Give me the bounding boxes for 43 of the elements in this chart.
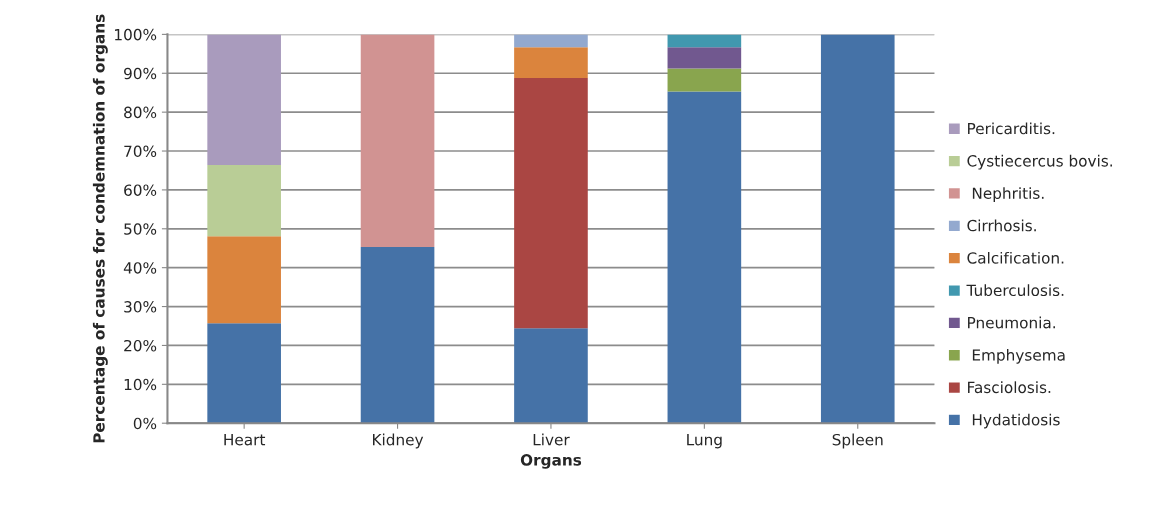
bar: [667, 34, 742, 48]
legend-label: Fasciolosis.: [968, 381, 1051, 394]
bar: [360, 34, 435, 248]
y-tick-label: 10%: [124, 378, 157, 391]
legend-label: Tuberculosis.: [966, 284, 1064, 297]
bar: [514, 47, 588, 78]
legend-label: Pericarditis.: [968, 122, 1055, 135]
y-tick-label: 80%: [124, 106, 157, 119]
x-tick-label: Spleen: [832, 433, 883, 449]
x-tick-label: Liver: [533, 433, 570, 446]
x-tick-label: Kidney: [373, 433, 424, 449]
bar: [514, 77, 588, 329]
x-tick-label: Lung: [687, 434, 722, 449]
y-tick-label: 60%: [124, 184, 157, 196]
bar: [207, 165, 281, 237]
legend-label: Emphysema: [972, 348, 1065, 364]
x-axis-title: Organs: [520, 454, 582, 469]
bar: [820, 34, 895, 424]
legend-label: Nephritis.: [972, 187, 1044, 202]
y-tick-label: 50%: [124, 223, 157, 235]
y-tick-label: 100%: [115, 28, 157, 41]
bar: [207, 34, 281, 166]
bar: [360, 247, 435, 424]
legend-label: Calcification.: [967, 251, 1064, 264]
bar: [667, 91, 742, 424]
y-tick-label: 20%: [124, 339, 157, 352]
legend-label: Pneumonia.: [968, 316, 1055, 329]
legend-label: Cystiecercus bovis.: [967, 154, 1112, 170]
y-tick-label: 70%: [124, 145, 157, 158]
y-axis-title: Percentage of causes for condemnation of organs: [92, 14, 108, 443]
x-tick-label: Heart: [224, 434, 266, 446]
bar: [207, 323, 281, 424]
legend-label: Cirrhosis.: [967, 219, 1036, 232]
y-tick-label: 30%: [124, 301, 157, 313]
y-tick-label: 40%: [123, 262, 157, 274]
bar: [667, 47, 742, 69]
y-tick-label: 90%: [124, 67, 157, 80]
bar: [207, 236, 281, 324]
legend-label: Hydatidosis: [972, 413, 1060, 429]
y-tick-label: 0%: [133, 417, 157, 430]
bar: [514, 34, 588, 48]
bar: [667, 68, 742, 92]
bar: [514, 328, 588, 424]
